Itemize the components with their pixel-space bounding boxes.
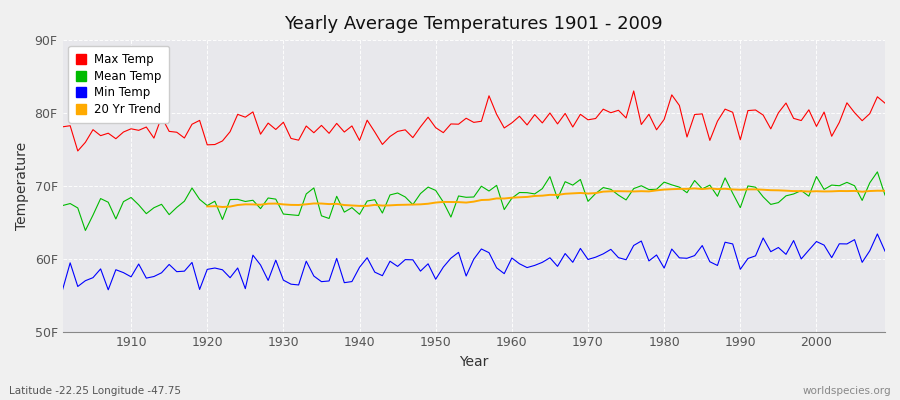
Line: Max Temp: Max Temp bbox=[62, 91, 885, 151]
20 Yr Trend bbox=[879, 188, 890, 193]
Min Temp bbox=[872, 232, 883, 236]
Max Temp bbox=[339, 130, 350, 134]
Title: Yearly Average Temperatures 1901 - 2009: Yearly Average Temperatures 1901 - 2009 bbox=[284, 15, 663, 33]
Mean Temp bbox=[57, 203, 68, 208]
Min Temp bbox=[126, 274, 137, 279]
Mean Temp bbox=[606, 187, 616, 192]
Min Temp bbox=[293, 282, 304, 287]
Min Temp bbox=[103, 287, 113, 292]
20 Yr Trend bbox=[796, 189, 806, 194]
Min Temp bbox=[57, 287, 68, 292]
Min Temp bbox=[606, 247, 616, 252]
Mean Temp bbox=[872, 170, 883, 174]
Min Temp bbox=[339, 280, 350, 285]
20 Yr Trend bbox=[705, 186, 716, 191]
Mean Temp bbox=[339, 210, 350, 214]
Max Temp bbox=[507, 120, 517, 125]
Text: Latitude -22.25 Longitude -47.75: Latitude -22.25 Longitude -47.75 bbox=[9, 386, 181, 396]
Max Temp bbox=[514, 114, 525, 119]
Max Temp bbox=[628, 88, 639, 93]
20 Yr Trend bbox=[301, 202, 311, 207]
Min Temp bbox=[879, 249, 890, 254]
20 Yr Trend bbox=[202, 204, 212, 209]
Mean Temp bbox=[293, 213, 304, 218]
Y-axis label: Temperature: Temperature bbox=[15, 142, 29, 230]
Min Temp bbox=[507, 256, 517, 260]
20 Yr Trend bbox=[780, 188, 791, 193]
Max Temp bbox=[126, 126, 137, 131]
Max Temp bbox=[606, 110, 616, 115]
Max Temp bbox=[72, 148, 83, 153]
Legend: Max Temp, Mean Temp, Min Temp, 20 Yr Trend: Max Temp, Mean Temp, Min Temp, 20 Yr Tre… bbox=[68, 46, 169, 123]
Max Temp bbox=[879, 101, 890, 106]
Max Temp bbox=[293, 138, 304, 142]
Min Temp bbox=[514, 261, 525, 266]
20 Yr Trend bbox=[415, 202, 426, 207]
Line: 20 Yr Trend: 20 Yr Trend bbox=[207, 188, 885, 207]
Text: worldspecies.org: worldspecies.org bbox=[803, 386, 891, 396]
Max Temp bbox=[57, 124, 68, 129]
Mean Temp bbox=[80, 228, 91, 233]
Line: Min Temp: Min Temp bbox=[62, 234, 885, 290]
X-axis label: Year: Year bbox=[459, 355, 489, 369]
Line: Mean Temp: Mean Temp bbox=[62, 172, 885, 230]
Mean Temp bbox=[514, 190, 525, 195]
20 Yr Trend bbox=[864, 189, 875, 194]
20 Yr Trend bbox=[681, 186, 692, 191]
Mean Temp bbox=[879, 193, 890, 198]
Mean Temp bbox=[126, 195, 137, 200]
20 Yr Trend bbox=[217, 204, 228, 209]
Mean Temp bbox=[507, 196, 517, 200]
